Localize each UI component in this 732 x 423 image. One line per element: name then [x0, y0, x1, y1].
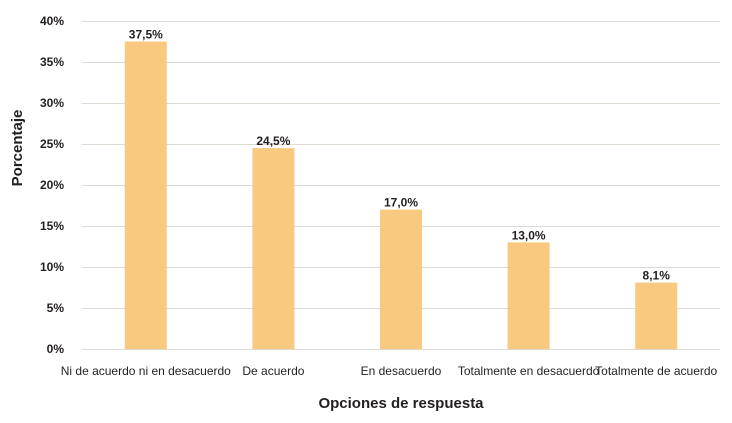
x-axis-categories: Ni de acuerdo ni en desacuerdo De acuerdo…: [61, 364, 718, 378]
gridlines: [82, 21, 720, 350]
x-category-label: Ni de acuerdo ni en desacuerdo: [61, 364, 231, 378]
bar: [635, 282, 678, 349]
bar: [124, 41, 167, 349]
y-tick-label: 25%: [40, 137, 64, 151]
y-tick-label: 0%: [47, 342, 65, 356]
bar: [252, 148, 295, 349]
data-labels: 37,5% 24,5% 17,0% 13,0% 8,1%: [129, 28, 670, 283]
y-axis-ticks: 0% 5% 10% 15% 20% 25% 30% 35% 40%: [40, 14, 64, 356]
y-tick-label: 35%: [40, 55, 64, 69]
bar: [380, 209, 422, 349]
data-label: 24,5%: [256, 134, 290, 148]
y-tick-label: 20%: [40, 178, 64, 192]
y-tick-label: 10%: [40, 260, 64, 274]
data-label: 17,0%: [384, 196, 418, 210]
data-label: 13,0%: [512, 228, 546, 242]
data-label: 37,5%: [129, 28, 163, 42]
x-category-label: De acuerdo: [242, 364, 304, 378]
y-tick-label: 40%: [40, 14, 64, 28]
x-axis-title: Opciones de respuesta: [318, 395, 484, 412]
x-category-label: Totalmente en desacuerdo: [458, 364, 600, 378]
bars: [124, 41, 678, 349]
x-category-label: En desacuerdo: [361, 364, 442, 378]
x-category-label: Totalmente de acuerdo: [595, 364, 717, 378]
data-label: 8,1%: [643, 269, 671, 283]
y-tick-label: 15%: [40, 219, 64, 233]
y-tick-label: 30%: [40, 96, 64, 110]
y-tick-label: 5%: [47, 301, 65, 315]
bar: [507, 242, 550, 349]
y-axis-title: Porcentaje: [9, 110, 26, 187]
